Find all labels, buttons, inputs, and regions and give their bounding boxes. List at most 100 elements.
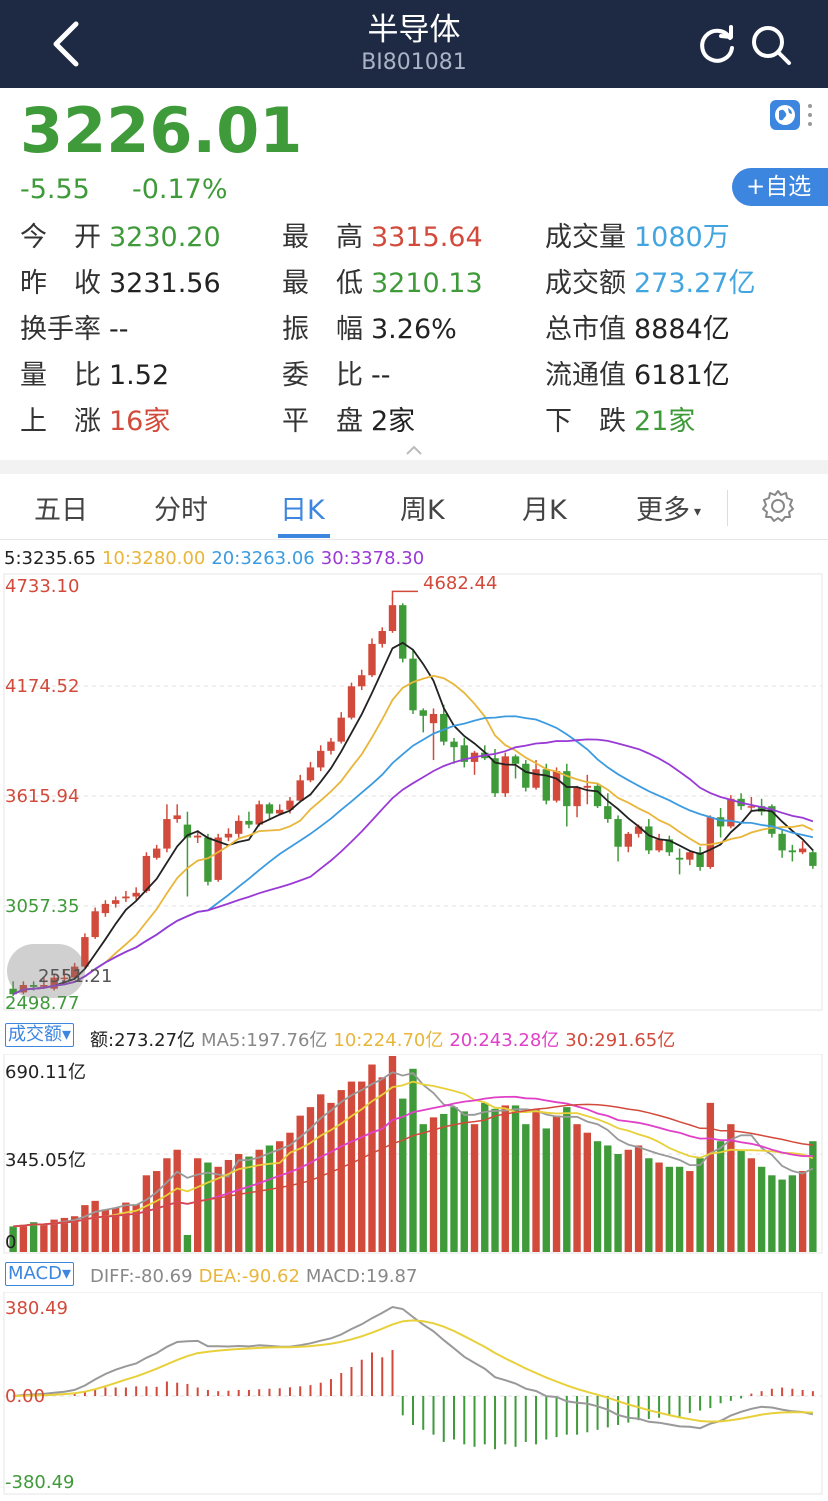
volume-bar: [399, 1098, 407, 1252]
high-price-marker: 4682.44: [423, 573, 498, 594]
volume-bar: [347, 1081, 356, 1252]
candle-body: [655, 839, 663, 851]
add-to-watchlist-button[interactable]: +自选: [732, 168, 828, 206]
quote-stat-label: 总市值: [545, 314, 626, 345]
active-tab-indicator: [278, 534, 330, 538]
candlestick-chart[interactable]: [0, 572, 828, 1012]
volume-bar: [716, 1141, 725, 1252]
candle-body: [111, 900, 120, 904]
candle-body: [327, 741, 335, 751]
candle-body: [317, 750, 325, 768]
page-title: 半导体: [367, 12, 461, 48]
candle-body: [91, 911, 99, 938]
volume-bar: [388, 1056, 397, 1252]
candle-body: [265, 804, 274, 814]
volume-bar: [81, 1205, 89, 1252]
candle-body: [768, 806, 776, 834]
volume-bar: [696, 1158, 704, 1252]
watchlist-label: 自选: [765, 174, 812, 200]
tab-daily-k[interactable]: 日K: [280, 495, 325, 526]
quote-stat-label: 昨 收: [20, 268, 101, 299]
volume-bar: [378, 1077, 386, 1252]
volume-bar: [152, 1171, 161, 1252]
legend-item: DIFF:-80.69: [90, 1266, 193, 1287]
volume-bar: [91, 1200, 99, 1252]
volume-bar: [768, 1175, 776, 1252]
volume-chart[interactable]: [0, 1054, 828, 1254]
volume-bar: [358, 1081, 366, 1252]
legend-item: 10:3280.00: [101, 548, 206, 569]
quote-stat: 量 比 1.52: [20, 356, 169, 396]
quote-stat: 委 比 --: [282, 356, 391, 396]
candle-body: [50, 977, 58, 989]
candle-body: [40, 985, 48, 987]
candle-body: [696, 852, 704, 868]
legend-item: 30:291.65亿: [565, 1030, 676, 1051]
quote-stat: 下 跌 21家: [545, 402, 695, 442]
volume-bar: [511, 1105, 520, 1252]
price-axis-label: 4174.52: [5, 676, 80, 697]
macd-chart[interactable]: [0, 1292, 828, 1497]
candle-body: [624, 833, 633, 847]
volume-bar: [368, 1064, 376, 1252]
volume-indicator-selector[interactable]: 成交额▾: [5, 1023, 75, 1047]
volume-bar: [235, 1154, 243, 1252]
quote-stat: 成交额 273.27亿: [545, 264, 755, 304]
tab-monthly-k[interactable]: 月K: [522, 495, 567, 526]
globe-icon[interactable]: [770, 100, 800, 130]
candle-body: [368, 643, 376, 676]
volume-bar: [132, 1204, 140, 1252]
ma30-line: [12, 738, 814, 996]
quote-stat-label: 成交量: [545, 222, 626, 253]
candle-body: [542, 769, 550, 801]
quote-stat: 最 低 3210.13: [282, 264, 483, 304]
top-nav-bar: 半导体 BI801081: [0, 0, 828, 88]
volume-bar: [337, 1090, 345, 1252]
tab-intraday[interactable]: 分时: [154, 495, 208, 526]
high-marker-line: [391, 590, 418, 600]
refresh-icon[interactable]: [694, 22, 740, 68]
candle-body: [429, 713, 438, 724]
collapse-chevron-icon[interactable]: [404, 444, 424, 456]
volume-bar: [593, 1141, 602, 1252]
ma10-line: [12, 674, 814, 996]
volume-bar: [9, 1226, 17, 1252]
search-icon[interactable]: [748, 22, 794, 68]
candle-body: [450, 741, 458, 748]
volume-bar: [788, 1175, 797, 1252]
volume-bar: [450, 1107, 458, 1252]
candle-body: [358, 675, 366, 687]
volume-bar: [573, 1124, 581, 1252]
volume-ma30-line: [13, 1103, 813, 1228]
candle-body: [634, 826, 643, 834]
macd-axis-label: 380.49: [5, 1298, 68, 1319]
candle-body: [60, 977, 69, 980]
legend-item: DEA:-90.62: [198, 1266, 300, 1287]
candle-body: [593, 785, 602, 807]
tab-five-day[interactable]: 五日: [34, 495, 88, 526]
macd-indicator-selector[interactable]: MACD▾: [5, 1262, 75, 1286]
tab-weekly-k[interactable]: 周K: [400, 495, 445, 526]
crosshair-handle[interactable]: [7, 944, 85, 998]
quote-stat-label: 流通值: [545, 360, 626, 391]
tab-more[interactable]: 更多 ▾: [636, 488, 701, 527]
volume-bar: [501, 1105, 509, 1252]
quote-stat-value: 3.26%: [371, 314, 457, 345]
gear-icon[interactable]: [760, 488, 796, 524]
candle-body: [778, 833, 786, 851]
price-axis-label: 4733.10: [5, 576, 80, 597]
volume-bar: [727, 1124, 735, 1252]
candle-body: [419, 710, 427, 716]
volume-bar: [409, 1068, 417, 1252]
volume-bar: [276, 1141, 284, 1252]
quote-stat-value: 2家: [371, 406, 416, 437]
candle-body: [798, 848, 807, 853]
candle-body: [716, 817, 725, 827]
more-options-icon[interactable]: [804, 100, 816, 130]
quote-stat: 昨 收 3231.56: [20, 264, 221, 304]
volume-bar: [111, 1207, 120, 1252]
volume-bar: [327, 1102, 335, 1252]
back-arrow-icon[interactable]: [40, 16, 90, 72]
candle-body: [522, 763, 530, 788]
volume-bar: [583, 1132, 591, 1252]
